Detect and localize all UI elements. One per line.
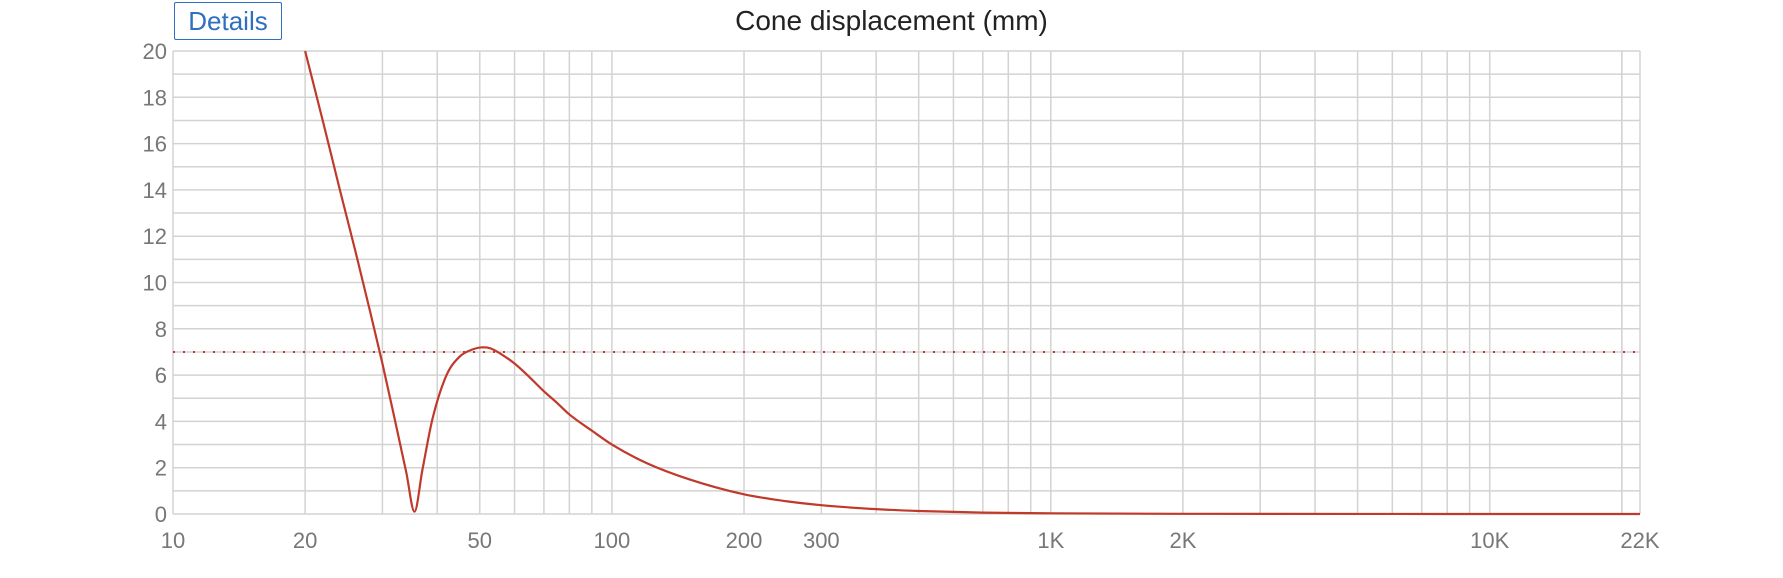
y-tick-label: 12 [143,224,167,249]
x-tick-label: 300 [803,528,840,553]
x-tick-label: 10 [161,528,185,553]
chart-title: Cone displacement (mm) [735,5,1048,36]
y-tick-label: 4 [155,409,167,434]
x-tick-label: 200 [726,528,763,553]
grid [172,50,1641,515]
displacement-curve [304,50,1641,516]
y-tick-label: 20 [143,39,167,64]
x-tick-label: 20 [293,528,317,553]
x-tick-label: 22K [1620,528,1659,553]
x-tick-label: 2K [1169,528,1196,553]
details-button[interactable]: Details [174,2,282,40]
x-tick-label: 10K [1470,528,1509,553]
y-tick-label: 2 [155,456,167,481]
x-tick-label: 100 [594,528,631,553]
x-axis-ticks: 10 20 50 100 200 300 1K 2K 10K 22K [161,528,1660,553]
y-tick-label: 6 [155,363,167,388]
y-axis-ticks: 0 2 4 6 8 10 12 14 16 18 20 [143,39,167,527]
y-tick-label: 18 [143,85,167,110]
y-tick-label: 8 [155,317,167,342]
x-tick-label: 1K [1037,528,1064,553]
x-tick-label: 50 [468,528,492,553]
y-tick-label: 14 [143,178,167,203]
y-tick-label: 0 [155,502,167,527]
y-tick-label: 10 [143,271,167,296]
y-tick-label: 16 [143,132,167,157]
curve-group [304,50,1641,516]
